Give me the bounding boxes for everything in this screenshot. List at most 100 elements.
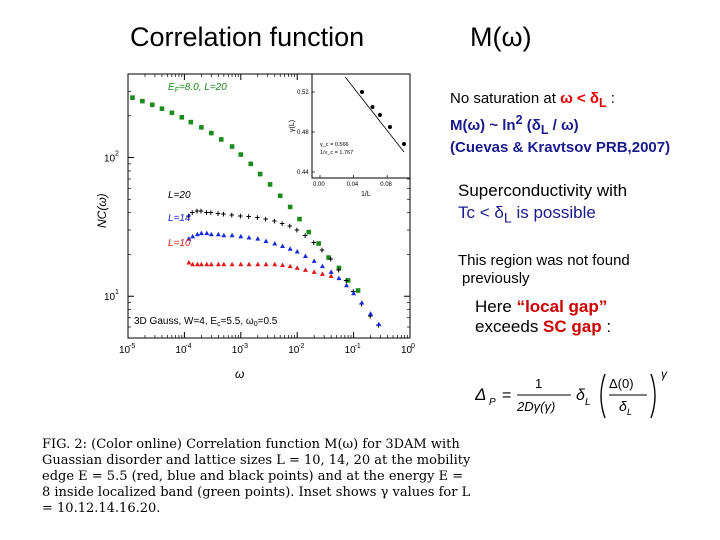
data-point-green — [169, 110, 175, 116]
data-point-blue — [368, 311, 374, 316]
data-point-blue — [186, 236, 192, 241]
data-point-red — [294, 265, 300, 270]
data-point-blue — [294, 249, 300, 254]
data-point-black: + — [311, 237, 316, 247]
data-point-red — [186, 260, 192, 265]
formula-delta: δ — [576, 387, 586, 404]
y-axis-label: NC(ω) — [95, 193, 109, 228]
note-line-2: M(ω) ~ ln2 (δL / ω) — [450, 113, 579, 137]
gap-line-2: exceeds SC gap : — [475, 317, 612, 336]
data-point-red — [190, 261, 196, 267]
y-tick-exp: 1 — [115, 289, 119, 296]
data-point-blue — [311, 258, 317, 263]
data-point-green — [218, 137, 224, 142]
note-line-1: No saturation at ω < δL : — [450, 90, 615, 110]
inset-y-tick-label: 0.44 — [297, 170, 309, 176]
data-point-blue — [319, 263, 325, 269]
data-point-black: + — [319, 245, 324, 255]
data-point-red — [198, 261, 204, 267]
x-tick-label: 10 — [288, 345, 300, 356]
data-point-black: + — [238, 211, 243, 221]
x-tick-exp: -4 — [185, 343, 191, 350]
data-point-green — [140, 98, 145, 104]
formula-delta-sub: L — [585, 397, 591, 408]
data-point-blue — [198, 230, 204, 236]
data-point-red — [215, 261, 221, 267]
data-point-blue — [229, 232, 235, 238]
formula-frac-num: 1 — [535, 376, 542, 391]
data-point-black: + — [221, 209, 226, 219]
data-point-blue — [376, 321, 382, 327]
data-point-black: + — [368, 311, 373, 321]
y-tick-label: 10 — [104, 292, 116, 303]
saturation-note: No saturation at ω < δL : M(ω) ~ ln2 (δL… — [450, 90, 670, 156]
inset-fit-label-2: 1/ν_c = 1.767 — [320, 150, 353, 156]
x-tick-label: 10 — [345, 345, 357, 356]
data-point-red — [311, 269, 317, 274]
data-point-green — [248, 161, 254, 167]
data-point-blue — [359, 300, 365, 305]
data-point-green — [159, 106, 165, 111]
data-point-black: + — [198, 206, 203, 216]
inset-fit-line — [344, 76, 405, 153]
data-point-red — [328, 273, 334, 278]
data-point-blue — [328, 269, 334, 274]
data-point-red — [263, 261, 269, 267]
y-tick-label: 10 — [104, 154, 116, 165]
formula-inner-den-sub: L — [627, 407, 632, 417]
data-point-green — [287, 204, 293, 210]
data-point-black: + — [215, 208, 220, 218]
slide-title-left: Correlation function — [130, 22, 365, 52]
data-point-black: + — [255, 212, 260, 222]
data-point-green — [199, 125, 204, 130]
data-point-blue — [280, 243, 286, 249]
slide-title-right: M(ω) — [470, 22, 532, 52]
data-point-green — [150, 102, 155, 108]
formula-exp: γ — [661, 367, 668, 381]
data-point-blue — [272, 240, 278, 246]
data-point-blue — [336, 275, 342, 281]
inset-data-point — [377, 113, 382, 117]
legend-entry: EF=8.0, L=20 — [168, 82, 227, 94]
inset-data-point — [402, 142, 406, 146]
data-point-blue — [351, 290, 357, 296]
data-point-blue — [287, 246, 293, 251]
data-point-green — [297, 216, 302, 222]
x-tick-exp: -2 — [298, 343, 304, 350]
data-point-red — [194, 261, 200, 267]
legend-entry: L=14 — [168, 213, 191, 224]
data-point-blue — [302, 253, 308, 259]
inset-frame — [311, 73, 411, 179]
data-point-green — [130, 95, 135, 100]
data-point-black: + — [280, 218, 285, 228]
data-point-red — [302, 267, 308, 272]
inset-x-tick-label: 0.04 — [347, 182, 359, 188]
figure-caption: FIG. 2: (Color online) Correlation funct… — [42, 437, 471, 516]
data-point-blue — [204, 230, 210, 236]
data-point-black: + — [336, 265, 341, 275]
data-point-black: + — [204, 208, 209, 218]
data-point-black: + — [302, 230, 307, 240]
data-point-green — [306, 229, 312, 235]
data-point-green — [326, 255, 331, 260]
y-tick-exp: 2 — [115, 151, 119, 158]
data-point-blue — [255, 236, 261, 241]
data-point-green — [345, 278, 351, 283]
inset-y-label: γ(L) — [289, 120, 296, 132]
data-point-red — [280, 262, 286, 267]
data-point-red — [208, 261, 214, 267]
data-point-red — [319, 271, 325, 276]
formula-inner-num: Δ(0) — [609, 376, 634, 391]
inset-fit-label-1: γ_c = 0.566 — [320, 142, 349, 148]
data-point-black: + — [294, 225, 299, 235]
legend-entry: L=10 — [168, 238, 191, 249]
x-tick-label: 10 — [175, 345, 187, 356]
data-point-green — [209, 130, 214, 136]
formula-frac-den: 2Dγ(γ) — [516, 399, 555, 414]
data-point-green — [316, 241, 321, 246]
formula-lhs: Δ — [475, 385, 486, 404]
inset-x-label: 1/L — [361, 191, 371, 198]
data-point-black: + — [246, 212, 251, 222]
data-point-green — [229, 144, 235, 149]
data-point-blue — [215, 231, 221, 237]
